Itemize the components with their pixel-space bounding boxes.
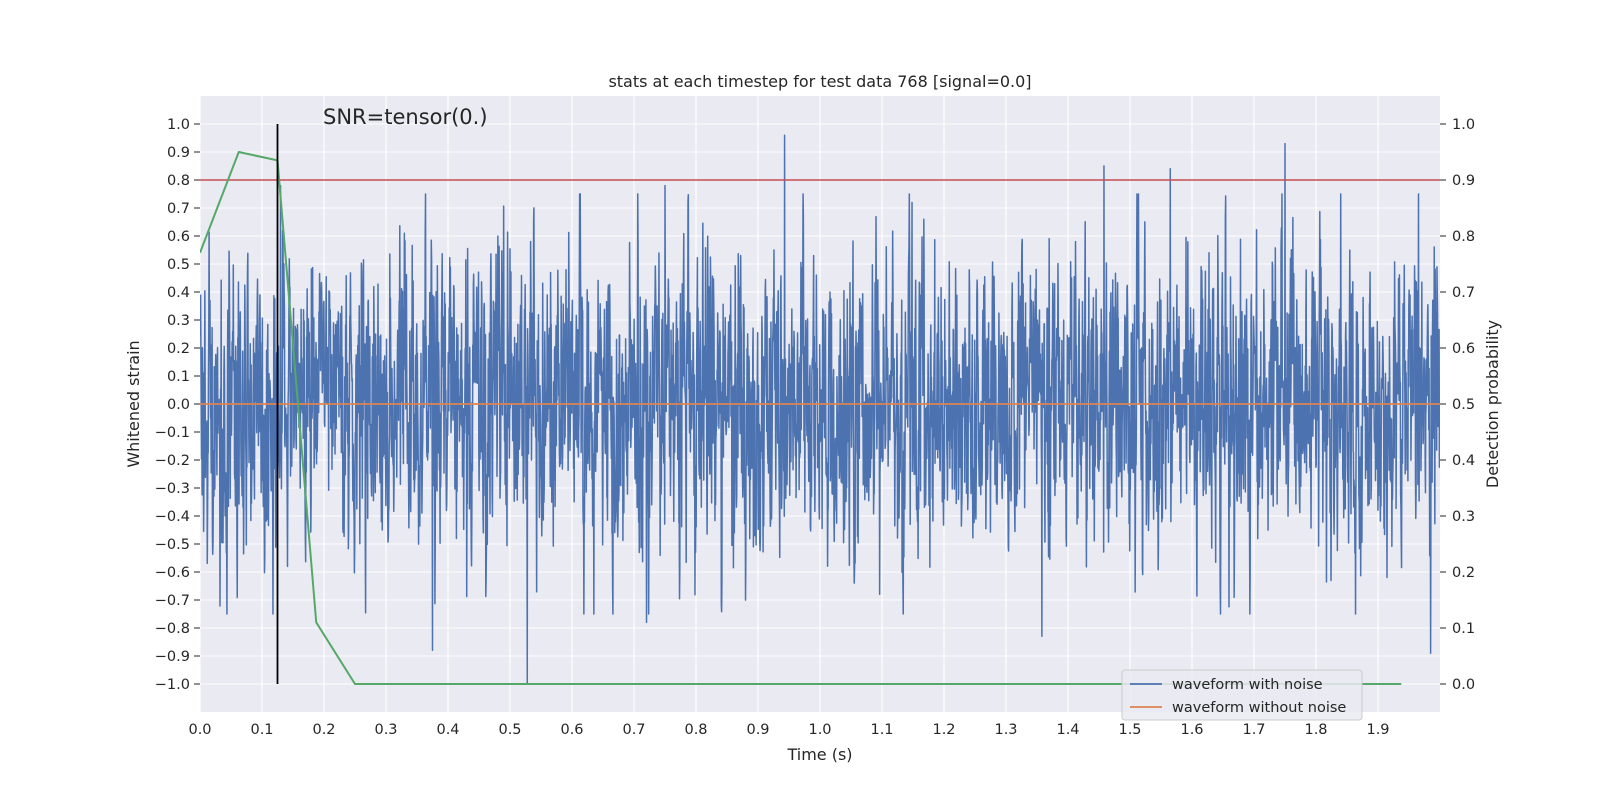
y-tick-label: 0.5	[167, 257, 190, 273]
x-tick-label: 0.7	[622, 722, 645, 738]
x-tick-label: 0.4	[436, 722, 459, 738]
x-tick-label: 1.4	[1056, 722, 1079, 738]
x-tick-label: 1.5	[1118, 722, 1141, 738]
y-tick-label: −1.0	[155, 677, 190, 693]
y2-tick-label: 0.5	[1452, 397, 1475, 413]
y-tick-label: −0.8	[155, 621, 190, 637]
y2-tick-label: 0.2	[1452, 565, 1475, 581]
ticks: 0.0 0.1 0.2 0.3 0.4 0.5 0.6 0.7 0.8 0.9 1.0 1.1 1.2 1…	[155, 117, 1475, 738]
y-tick-label: 0.3	[167, 313, 190, 329]
series-waveform-with-noise	[200, 134, 1440, 685]
y-tick-label: 0.4	[167, 285, 190, 301]
x-tick-label: 0.6	[560, 722, 583, 738]
chart-title: stats at each timestep for test data 768…	[608, 72, 1031, 91]
y2-tick-label: 0.3	[1452, 509, 1475, 525]
y-tick-label: 0.6	[167, 229, 190, 245]
y2-tick-label: 0.9	[1452, 173, 1475, 189]
legend: waveform with noise waveform without noi…	[1121, 669, 1363, 721]
x-tick-label: 0.9	[746, 722, 769, 738]
legend-label-with-noise: waveform with noise	[1172, 677, 1323, 693]
legend-label-without-noise: waveform without noise	[1172, 700, 1346, 716]
x-tick-label: 1.2	[932, 722, 955, 738]
x-tick-label: 0.2	[312, 722, 335, 738]
y-tick-label: 0.9	[167, 145, 190, 161]
y2-tick-label: 0.7	[1452, 285, 1475, 301]
x-tick-label: 0.0	[188, 722, 211, 738]
y-axis-label: Whitened strain	[124, 340, 143, 467]
x-tick-label: 1.8	[1304, 722, 1327, 738]
y-tick-label: −0.9	[155, 649, 190, 665]
y-tick-label: 0.0	[167, 397, 190, 413]
y2-tick-label: 0.4	[1452, 453, 1475, 469]
x-tick-label: 0.8	[684, 722, 707, 738]
y-tick-label: −0.1	[155, 425, 190, 441]
y2-tick-label: 0.1	[1452, 621, 1475, 637]
y-tick-label: 0.8	[167, 173, 190, 189]
y-tick-label: 0.1	[167, 369, 190, 385]
x-tick-label: 0.5	[498, 722, 521, 738]
x-tick-label: 1.0	[808, 722, 831, 738]
y2-tick-label: 0.8	[1452, 229, 1475, 245]
y-tick-label: 1.0	[167, 117, 190, 133]
x-tick-label: 1.1	[870, 722, 893, 738]
y2-tick-label: 0.0	[1452, 677, 1475, 693]
y2-tick-label: 0.6	[1452, 341, 1475, 357]
y-tick-label: −0.5	[155, 537, 190, 553]
x-tick-label: 0.3	[374, 722, 397, 738]
y-tick-label: −0.3	[155, 481, 190, 497]
x-tick-label: 1.7	[1242, 722, 1265, 738]
x-tick-label: 1.6	[1180, 722, 1203, 738]
y-tick-label: −0.2	[155, 453, 190, 469]
y-tick-label: −0.4	[155, 509, 190, 525]
y-tick-label: −0.7	[155, 593, 190, 609]
x-axis-label: Time (s)	[786, 745, 852, 764]
y-tick-label: 0.7	[167, 201, 190, 217]
x-tick-label: 1.9	[1366, 722, 1389, 738]
y2-axis-label: Detection probability	[1483, 320, 1502, 488]
snr-annotation: SNR=tensor(0.)	[323, 105, 488, 129]
x-tick-label: 1.3	[994, 722, 1017, 738]
y-tick-label: −0.6	[155, 565, 190, 581]
x-tick-label: 0.1	[250, 722, 273, 738]
legend-box	[1121, 669, 1363, 721]
y2-tick-label: 1.0	[1452, 117, 1475, 133]
y-tick-label: 0.2	[167, 341, 190, 357]
